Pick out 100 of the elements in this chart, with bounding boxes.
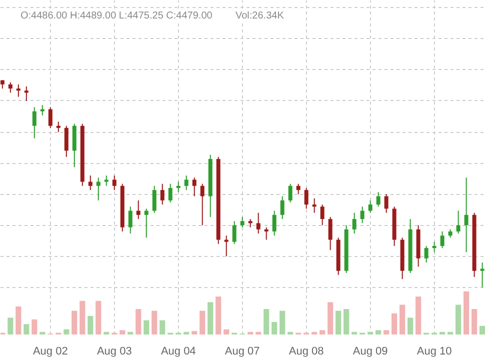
candlestick — [104, 175, 108, 186]
x-tick-label: Aug 02 — [32, 346, 68, 358]
bar — [144, 320, 150, 334]
candlestick — [56, 121, 60, 133]
candlestick — [200, 183, 204, 226]
candlestick — [64, 125, 68, 158]
bar — [40, 332, 46, 334]
bar — [248, 332, 254, 334]
bar — [368, 332, 374, 334]
bar — [24, 324, 30, 334]
bar — [280, 310, 286, 334]
bar — [64, 329, 70, 334]
candlestick — [440, 230, 444, 249]
candlestick — [464, 177, 468, 253]
bar — [8, 318, 14, 334]
candlestick — [40, 104, 44, 116]
bar — [128, 332, 134, 334]
bar — [376, 330, 382, 334]
bar — [272, 322, 278, 334]
candlestick — [368, 200, 372, 214]
bar — [16, 306, 22, 334]
bar — [200, 310, 206, 334]
bar — [440, 332, 446, 334]
bar — [104, 332, 110, 334]
bar — [192, 331, 198, 334]
bar — [400, 304, 406, 334]
bar — [32, 319, 38, 334]
candlestick — [88, 175, 92, 191]
bar — [312, 332, 318, 334]
bar — [96, 300, 102, 334]
x-tick-label: Aug 03 — [96, 346, 132, 358]
candlestick — [480, 262, 484, 288]
candlestick — [456, 210, 460, 234]
bar — [72, 310, 78, 334]
candlestick — [192, 177, 196, 197]
candlestick — [280, 196, 284, 220]
x-tick-label: Aug 10 — [416, 346, 452, 358]
bar — [384, 330, 390, 334]
candlestick — [16, 84, 20, 98]
candlestick — [112, 175, 116, 191]
candlestick — [272, 210, 276, 236]
candlestick — [32, 106, 36, 139]
x-tick-label: Aug 07 — [224, 346, 260, 358]
bar — [80, 300, 86, 334]
candlestick — [96, 177, 100, 201]
candlestick — [288, 183, 292, 203]
candlestick — [184, 175, 188, 191]
candlestick — [224, 235, 228, 257]
candlestick — [424, 245, 428, 264]
candlestick — [304, 187, 308, 210]
x-tick-label: Aug 04 — [160, 346, 196, 358]
candlestick — [320, 204, 324, 226]
candlestick — [360, 206, 364, 224]
x-tick-label: Aug 08 — [288, 346, 324, 358]
candlestick — [48, 106, 52, 128]
candlestick — [296, 183, 300, 195]
text: Vol:26.34K — [236, 10, 284, 22]
candlestick — [144, 208, 148, 238]
candlestick — [264, 226, 268, 240]
bar — [352, 332, 358, 334]
bar — [456, 304, 462, 334]
candlestick — [136, 200, 140, 220]
candlestick — [176, 181, 180, 193]
candlestick — [432, 241, 436, 253]
bar — [136, 309, 142, 334]
candlestick — [312, 198, 316, 214]
bar — [88, 316, 94, 334]
candlestick — [168, 183, 172, 203]
bar — [472, 309, 478, 334]
candlestick — [152, 185, 156, 214]
bar — [320, 330, 326, 334]
bar — [288, 332, 294, 334]
candlestick — [352, 212, 356, 234]
bar — [328, 302, 334, 334]
candlestick — [160, 183, 164, 206]
bar — [464, 291, 470, 334]
bar — [344, 309, 350, 334]
bar — [184, 332, 190, 334]
bar — [408, 318, 414, 334]
candlestick — [376, 192, 380, 208]
bar — [264, 309, 270, 334]
bar — [416, 296, 422, 334]
candlestick — [24, 86, 28, 102]
bar — [120, 330, 126, 334]
bar — [216, 296, 222, 334]
text: O:4486.00 H:4489.00 L:4475.25 C:4479.00 — [20, 10, 213, 22]
candlestick — [8, 82, 12, 94]
bar — [392, 313, 398, 334]
candlestick — [256, 212, 260, 234]
bar — [152, 310, 158, 334]
bar — [160, 320, 166, 334]
x-tick-label: Aug 09 — [352, 346, 388, 358]
bar — [480, 326, 485, 334]
candlestick — [240, 216, 244, 228]
candlestick — [384, 194, 388, 214]
bar — [336, 310, 342, 334]
candlestick — [128, 206, 132, 234]
candlestick — [232, 220, 236, 244]
bar — [208, 302, 214, 334]
bar — [448, 332, 454, 334]
